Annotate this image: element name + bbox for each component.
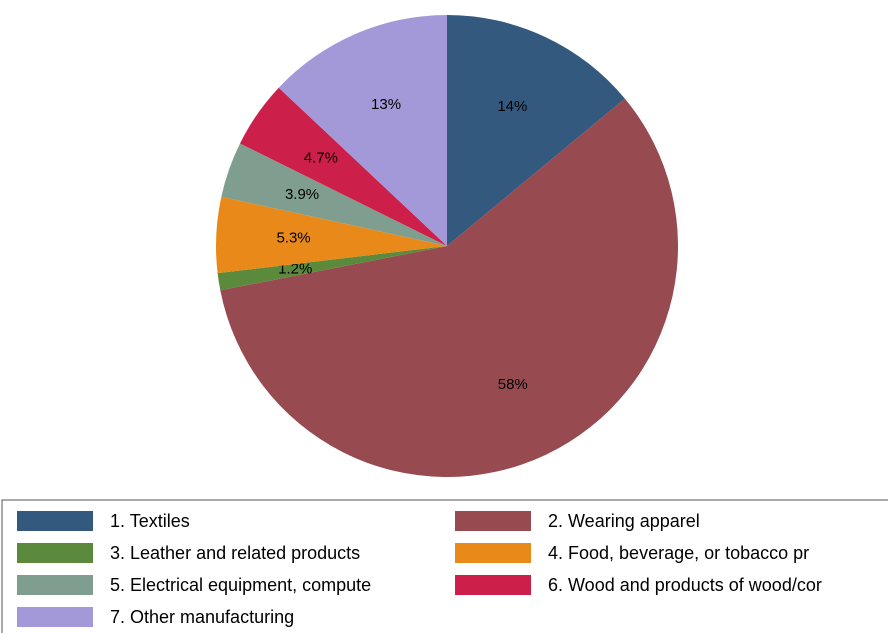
legend-swatch <box>455 543 531 563</box>
legend-label: 5. Electrical equipment, compute <box>110 575 371 595</box>
pie-slice <box>447 15 625 246</box>
pie-slice <box>216 196 447 274</box>
legend-box <box>1 499 888 633</box>
legend: 1. Textiles 2. Wearing apparel 3. Leather … <box>17 511 822 627</box>
legend-label: 2. Wearing apparel <box>548 511 700 531</box>
legend-swatch <box>455 511 531 531</box>
legend-label: 6. Wood and products of wood/cor <box>548 575 822 595</box>
pie-slice <box>220 98 679 478</box>
pie-slice <box>278 15 447 246</box>
legend-swatch <box>455 575 531 595</box>
legend-swatch <box>17 511 93 531</box>
legend-label: 4. Food, beverage, or tobacco pr <box>548 543 809 563</box>
pie-slice <box>221 143 447 246</box>
legend-swatch <box>17 607 93 627</box>
legend-swatch <box>17 543 93 563</box>
slice-label: 4.7% <box>304 149 338 166</box>
legend-swatch <box>17 575 93 595</box>
legend-label: 3. Leather and related products <box>110 543 360 563</box>
slice-label: 5.3% <box>276 229 310 246</box>
pie-slice <box>239 87 447 246</box>
slice-label: 58% <box>498 376 528 393</box>
slice-label: 13% <box>371 96 401 113</box>
pie-slice <box>217 246 447 291</box>
slice-label: 14% <box>497 98 527 115</box>
pie: 14% 58% 1.2% 5.3% 3.9% 4.7% 13% <box>216 15 679 478</box>
legend-label: 7. Other manufacturing <box>110 607 294 627</box>
legend-label: 1. Textiles <box>110 511 190 531</box>
slice-label: 1.2% <box>278 261 312 278</box>
slice-label: 3.9% <box>285 186 319 203</box>
